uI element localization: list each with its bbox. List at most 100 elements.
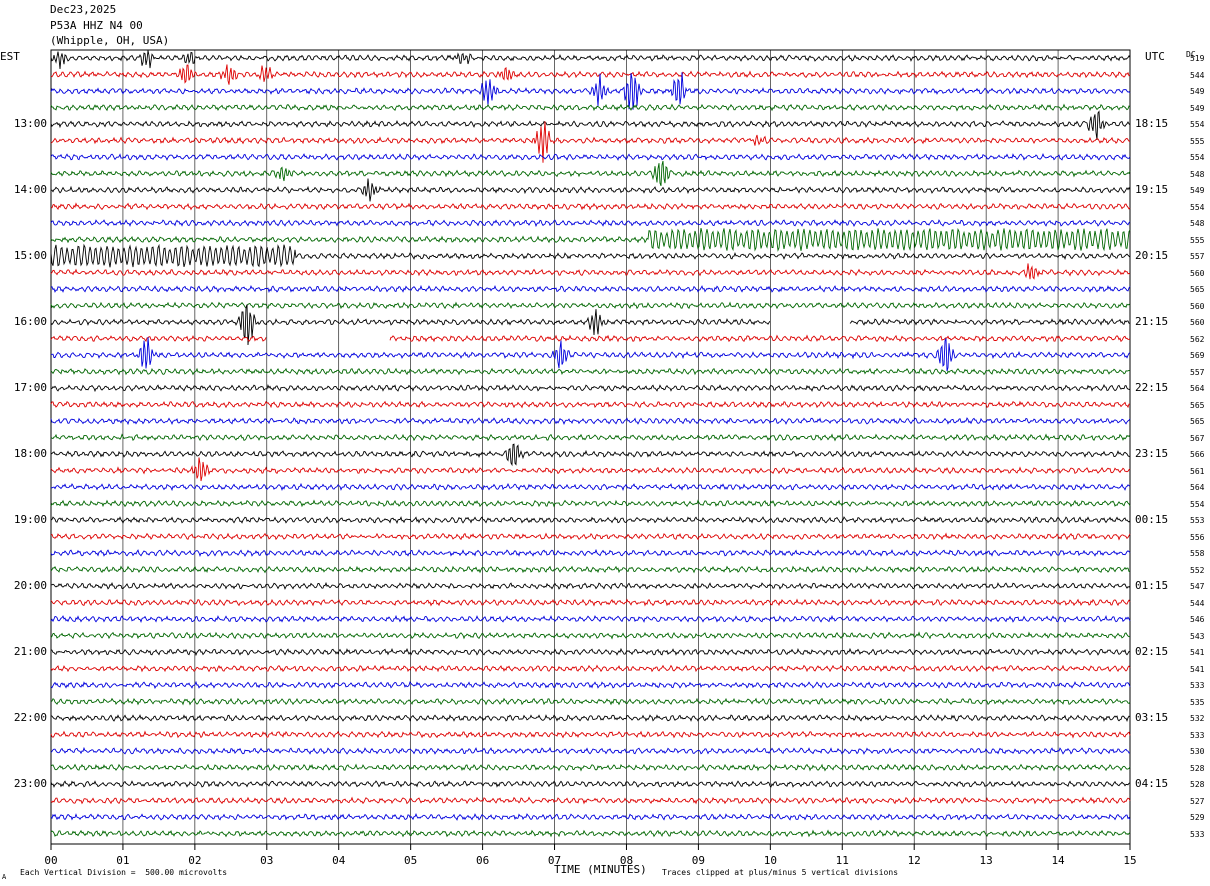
trace-line-37 [50, 664, 1131, 673]
trace-line-3 [50, 103, 1131, 112]
x-tick-label: 06 [475, 854, 490, 867]
left-hour-label: 19:00 [13, 513, 47, 526]
left-hour-label: 13:00 [13, 117, 47, 130]
right-utc-label: 22:15 [1135, 381, 1169, 394]
left-hour-label: 22:00 [13, 711, 47, 724]
dc-offset-label: 548 [1190, 219, 1205, 228]
trace-line-19 [50, 367, 1131, 376]
trace-line-21 [50, 400, 1131, 409]
dc-offset-label: 565 [1190, 285, 1205, 294]
trace-line-31 [50, 565, 1131, 574]
dc-offset-label: 549 [1190, 87, 1205, 96]
trace-line-9 [50, 202, 1131, 211]
dc-offset-label: 554 [1190, 153, 1205, 162]
dc-offset-label: 546 [1190, 615, 1205, 624]
dc-offset-label: 527 [1190, 796, 1205, 806]
trace-line-5 [50, 121, 1131, 163]
right-utc-label: 03:15 [1135, 711, 1169, 724]
left-timezone-label: EST [0, 50, 20, 63]
header-location: (Whipple, OH, USA) [50, 34, 170, 47]
x-tick-label: 04 [332, 854, 346, 867]
trace-line-6 [50, 153, 1131, 161]
trace-line-1 [50, 64, 1131, 85]
right-timezone-label: UTC [1145, 50, 1165, 63]
dc-offset-label: 560 [1190, 301, 1205, 311]
trace-line-41 [50, 730, 1131, 739]
footer-clip-note: Traces clipped at plus/minus 5 vertical … [662, 868, 899, 877]
trace-line-29 [50, 532, 1131, 541]
right-utc-label: 01:15 [1135, 579, 1169, 592]
dc-offset-label: 529 [1190, 813, 1205, 822]
dc-header-label: DC [1186, 50, 1196, 59]
trace-line-16 [50, 304, 1131, 346]
trace-line-40 [50, 714, 1131, 722]
trace-line-44 [50, 780, 1131, 788]
dc-offset-label: 560 [1190, 318, 1205, 327]
trace-line-17 [50, 334, 1131, 343]
trace-line-7 [50, 160, 1131, 186]
trace-line-20 [50, 384, 1131, 393]
dc-offset-label: 528 [1190, 780, 1205, 789]
trace-line-43 [50, 763, 1131, 772]
trace-line-13 [50, 263, 1131, 280]
trace-line-38 [50, 680, 1131, 689]
trace-line-47 [50, 829, 1131, 838]
dc-offset-label: 543 [1190, 631, 1205, 641]
trace-line-22 [50, 417, 1131, 426]
right-utc-label: 02:15 [1135, 645, 1169, 658]
right-utc-label: 04:15 [1135, 777, 1169, 790]
left-hour-label: 21:00 [13, 645, 47, 658]
footer-corner-mark: A [2, 873, 7, 881]
dc-offset-label: 564 [1190, 483, 1205, 492]
dc-offset-label: 554 [1190, 499, 1205, 509]
left-hour-label: 15:00 [13, 249, 47, 262]
dc-offset-label: 552 [1190, 565, 1205, 575]
x-tick-label: 13 [979, 854, 993, 867]
right-utc-label: 23:15 [1135, 447, 1169, 460]
dc-offset-label: 548 [1190, 169, 1205, 179]
dc-offset-label: 558 [1190, 549, 1205, 558]
dc-offset-label: 544 [1190, 598, 1205, 608]
x-axis [50, 844, 1131, 850]
trace-group [50, 50, 1131, 838]
dc-offset-label: 547 [1190, 582, 1205, 591]
trace-line-39 [50, 697, 1131, 706]
trace-line-24 [50, 443, 1131, 467]
trace-line-23 [50, 433, 1131, 442]
dc-offset-label: 541 [1190, 648, 1205, 657]
trace-line-33 [50, 598, 1131, 607]
x-tick-label: 02 [188, 854, 202, 867]
x-tick-label: 00 [44, 854, 58, 867]
dc-offset-label: 567 [1190, 433, 1205, 443]
trace-line-10 [50, 219, 1131, 228]
dc-offset-label: 561 [1190, 466, 1205, 476]
dc-offset-label: 560 [1190, 268, 1205, 278]
trace-line-4 [50, 110, 1131, 140]
dc-offset-label: 565 [1190, 400, 1205, 410]
left-hour-label: 20:00 [13, 579, 47, 592]
dc-offset-label: 554 [1190, 120, 1205, 129]
trace-line-8 [51, 178, 1131, 202]
x-tick-label: 10 [763, 854, 777, 867]
dc-offset-label: 544 [1190, 70, 1205, 80]
trace-line-14 [50, 284, 1131, 294]
right-utc-label: 18:15 [1135, 117, 1169, 130]
left-hour-label: 17:00 [13, 381, 47, 394]
dc-offset-label: 549 [1190, 186, 1205, 195]
x-tick-label: 08 [619, 854, 634, 867]
x-tick-label: 03 [260, 854, 274, 867]
dc-offset-label: 556 [1190, 532, 1205, 542]
trace-line-25 [50, 457, 1131, 482]
dc-offset-label: 533 [1190, 730, 1205, 740]
header-date: Dec23,2025 [50, 3, 117, 16]
footer-scale-note: Each Vertical Division = 500.00 microvol… [20, 868, 228, 877]
trace-line-42 [50, 746, 1131, 755]
trace-line-32 [50, 581, 1131, 590]
trace-line-15 [50, 301, 1131, 310]
dc-offset-label: 557 [1190, 252, 1205, 261]
trace-line-2 [50, 72, 1131, 110]
grid-lines [50, 49, 1131, 845]
trace-line-12 [50, 243, 1131, 268]
plot-frame [50, 49, 1131, 845]
